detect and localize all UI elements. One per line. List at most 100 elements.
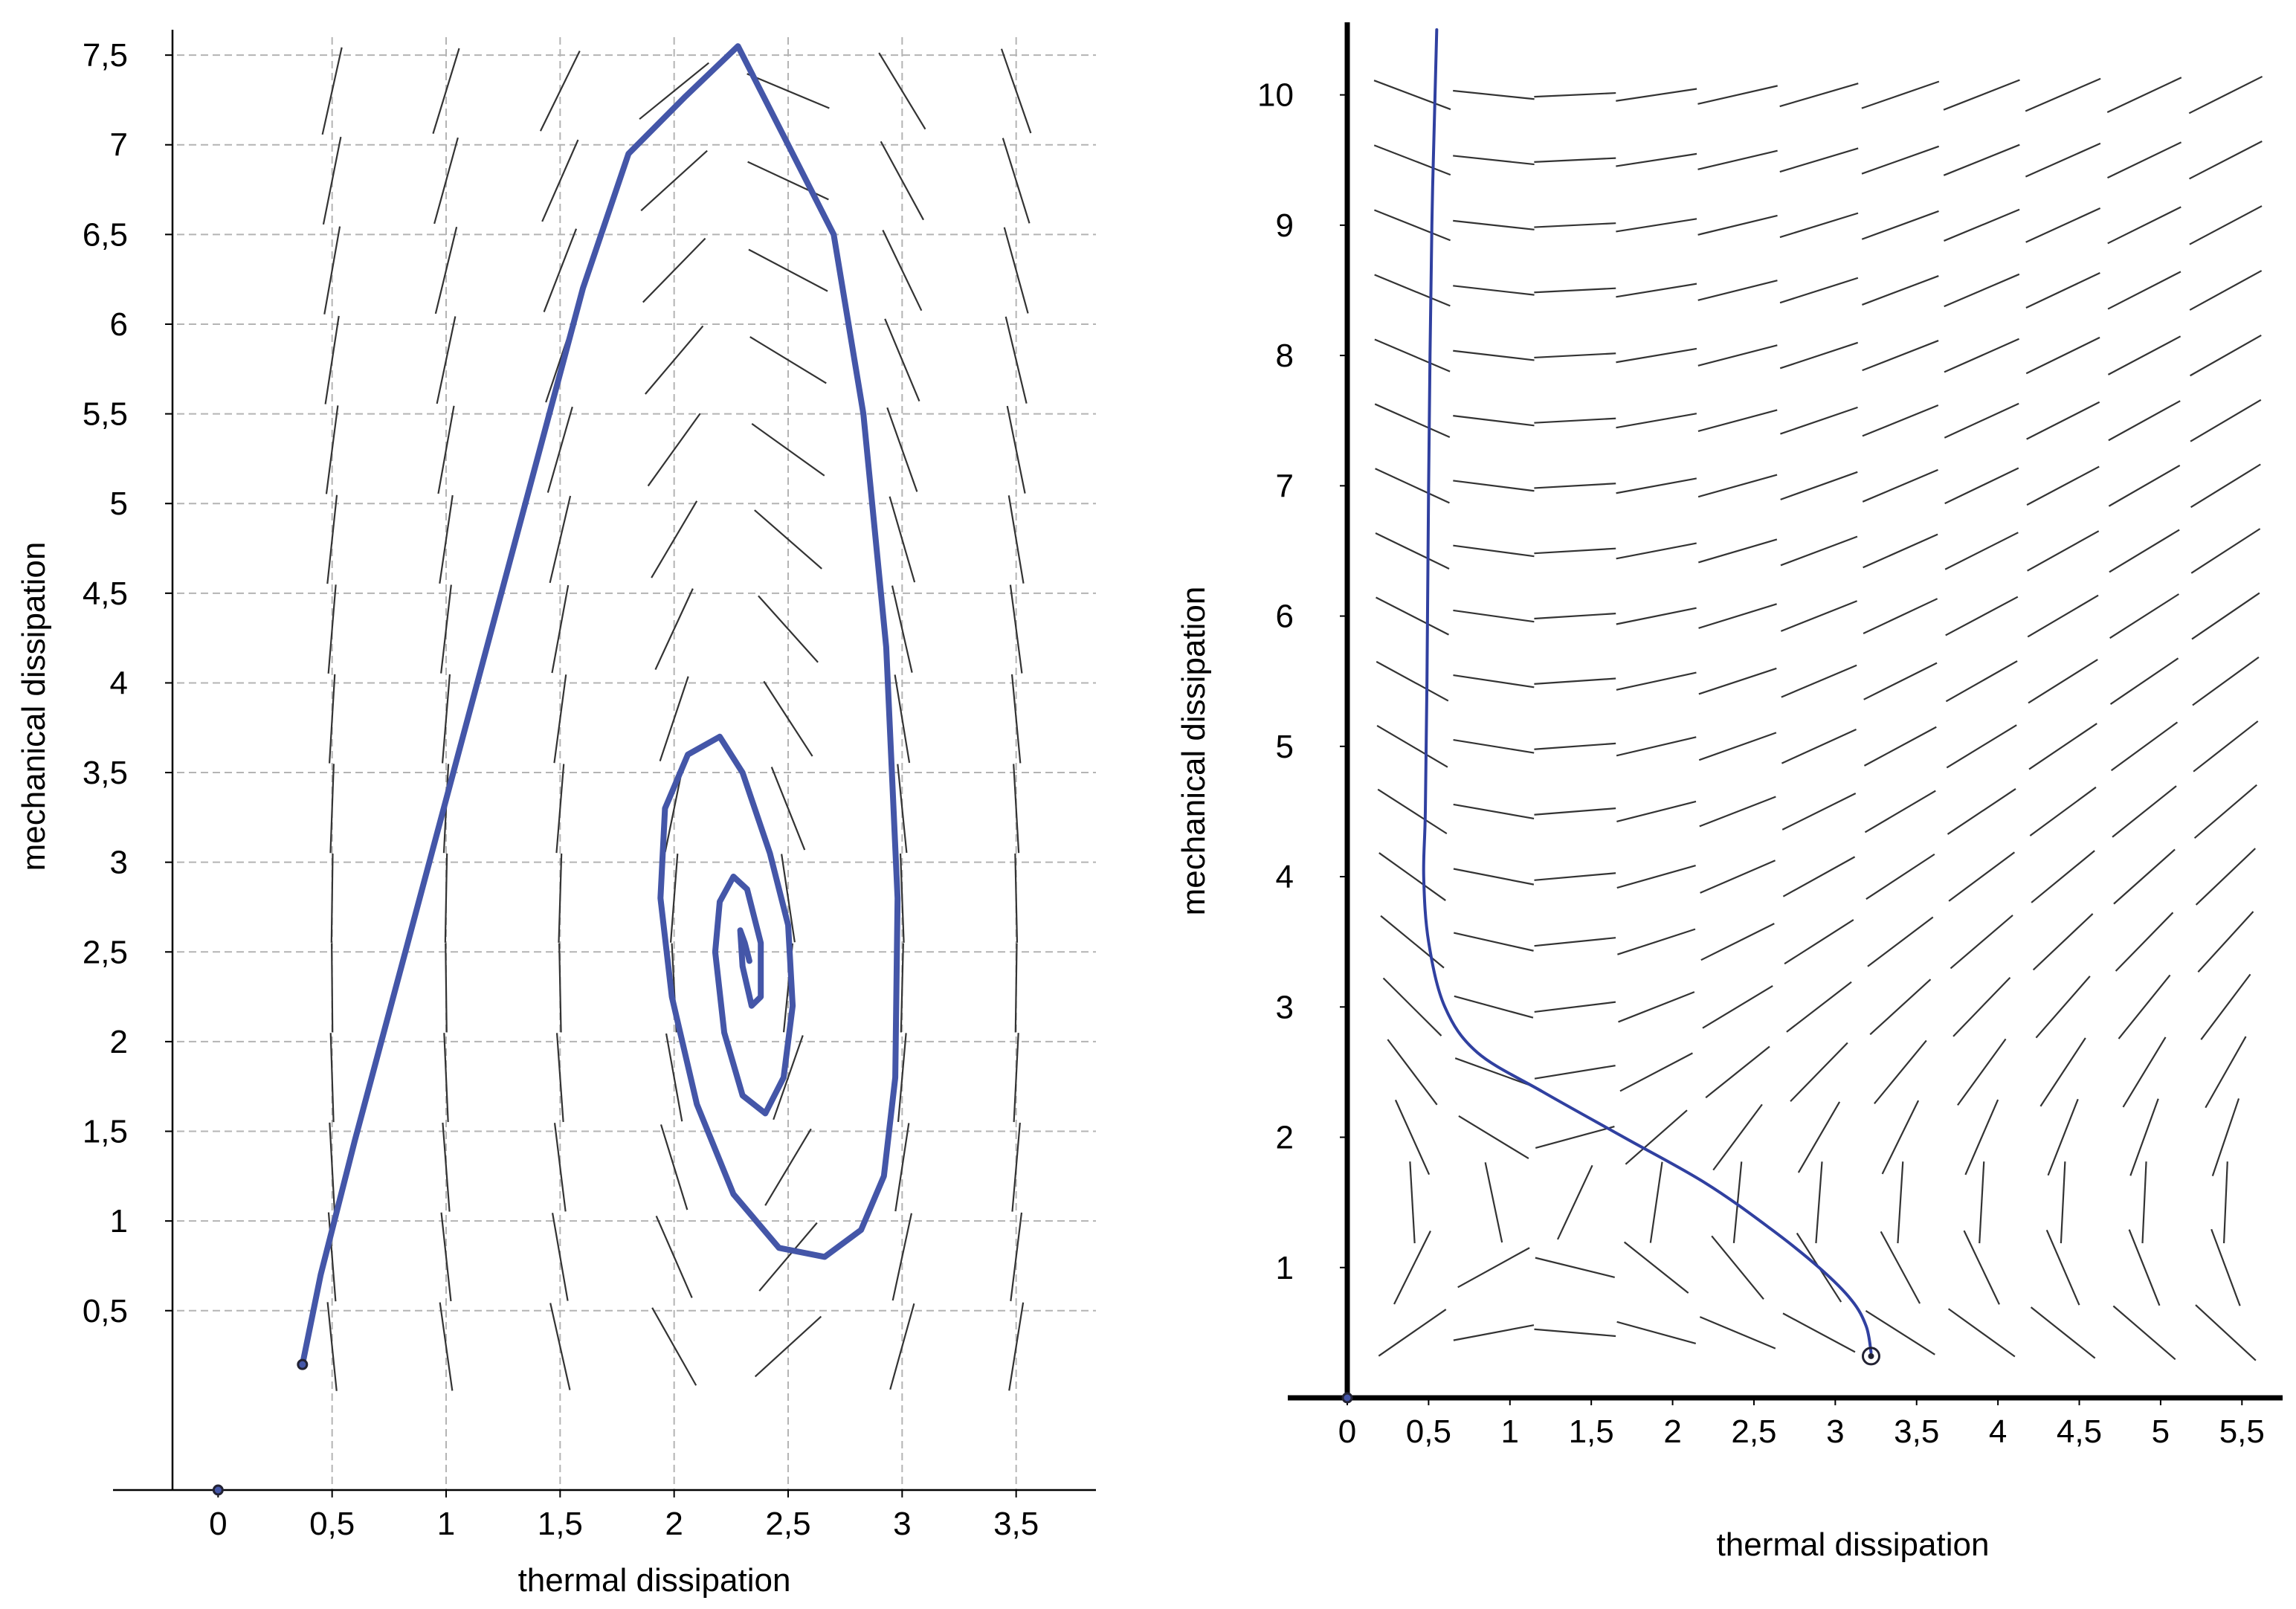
right-slope-mark bbox=[2108, 336, 2180, 375]
left-x-tick-label: 3 bbox=[893, 1506, 911, 1542]
left-slope-mark bbox=[442, 674, 450, 764]
right-slope-mark bbox=[1535, 1002, 1616, 1012]
right-slope-mark bbox=[1949, 852, 2014, 901]
right-slope-mark bbox=[1781, 665, 1857, 697]
right-slope-mark bbox=[2190, 141, 2263, 178]
left-slope-mark bbox=[550, 496, 570, 583]
right-slope-mark bbox=[1453, 480, 1534, 491]
left-y-tick-label: 3,5 bbox=[83, 755, 128, 791]
left-y-tick-label: 2 bbox=[110, 1024, 128, 1060]
right-slope-mark bbox=[1387, 1039, 1436, 1105]
right-slope-mark bbox=[1864, 663, 1937, 700]
right-x-tick-label: 1 bbox=[1501, 1413, 1519, 1450]
right-slope-mark bbox=[1453, 286, 1534, 294]
right-slope-mark bbox=[1790, 1043, 1848, 1102]
right-slope-mark bbox=[1698, 280, 1778, 300]
right-slope-mark bbox=[1883, 1100, 1918, 1174]
right-slope-mark bbox=[1616, 219, 1697, 231]
right-slope-mark bbox=[2196, 1305, 2256, 1361]
right-slope-mark bbox=[2143, 1161, 2147, 1243]
right-slope-mark bbox=[2040, 1038, 2085, 1106]
right-slope-mark bbox=[1781, 537, 1857, 566]
right-slope-mark bbox=[1863, 341, 1938, 370]
right-slope-mark bbox=[2191, 529, 2260, 573]
right-slope-mark bbox=[1699, 604, 1777, 628]
right-slope-mark bbox=[1958, 1039, 2006, 1105]
left-x-axis-label: thermal dissipation bbox=[518, 1562, 791, 1599]
right-slope-mark bbox=[1453, 91, 1534, 99]
right-tick-labels: 0 0,5 1 1,5 2 2,5 3 3,5 4 4,5 5 5,512345678910 bbox=[1257, 77, 2265, 1450]
right-slope-mark bbox=[2205, 1036, 2245, 1108]
right-slope-mark bbox=[2130, 1099, 2158, 1176]
left-slope-mark bbox=[445, 854, 447, 943]
right-slope-mark bbox=[1698, 410, 1777, 431]
right-slope-mark bbox=[1376, 468, 1450, 503]
right-slope-mark bbox=[1616, 154, 1697, 167]
right-slope-mark bbox=[2110, 594, 2179, 638]
right-slope-mark bbox=[1617, 1322, 1696, 1344]
right-slope-mark bbox=[1946, 661, 2017, 701]
right-slope-mark bbox=[1881, 1231, 1920, 1303]
right-slope-mark bbox=[1534, 679, 1616, 684]
right-slope-mark bbox=[1534, 613, 1616, 619]
right-x-tick-label: 2 bbox=[1663, 1413, 1681, 1450]
right-slope-mark bbox=[1454, 996, 1533, 1018]
left-y-axis-label: mechanical dissipation bbox=[16, 542, 52, 871]
left-slope-mark bbox=[901, 944, 903, 1033]
right-slope-mark bbox=[2198, 912, 2253, 972]
right-slope-mark bbox=[2107, 77, 2181, 112]
left-y-tick-label: 0,5 bbox=[83, 1293, 128, 1329]
right-slope-mark bbox=[1979, 1161, 1984, 1243]
right-trajectory-layer bbox=[1343, 30, 1879, 1402]
right-axes bbox=[1288, 22, 2283, 1398]
right-slope-mark bbox=[1780, 278, 1858, 303]
right-equilibrium-dot bbox=[1868, 1353, 1874, 1359]
right-slope-mark bbox=[1713, 1104, 1762, 1170]
right-y-tick-label: 2 bbox=[1276, 1120, 1294, 1156]
right-slope-mark bbox=[1964, 1231, 1999, 1304]
right-slope-mark bbox=[1619, 992, 1694, 1022]
right-slope-mark bbox=[1616, 284, 1697, 297]
left-slope-mark bbox=[1012, 674, 1020, 763]
right-slope-mark bbox=[2190, 271, 2261, 310]
right-slope-mark bbox=[1458, 1248, 1529, 1287]
right-slope-mark bbox=[1944, 80, 2019, 110]
left-y-tick-label: 1,5 bbox=[83, 1114, 128, 1150]
right-slope-mark bbox=[2192, 593, 2260, 639]
right-x-axis-label: thermal dissipation bbox=[1717, 1526, 1990, 1563]
left-y-tick-label: 4 bbox=[110, 665, 128, 701]
right-slope-mark bbox=[1698, 475, 1777, 497]
right-y-tick-label: 9 bbox=[1276, 207, 1294, 244]
right-slope-mark bbox=[1376, 662, 1448, 701]
right-slope-mark bbox=[1374, 145, 1451, 175]
left-y-tick-label: 5 bbox=[110, 486, 128, 522]
right-slope-mark bbox=[1534, 223, 1616, 227]
right-slope-mark bbox=[2027, 402, 2100, 439]
left-slope-mark bbox=[329, 674, 335, 764]
right-slope-mark bbox=[1953, 978, 2010, 1036]
phase-portrait-figure: 0 0,5 1 1,5 2 2,5 3 3,50,511,522,533,544,555,56… bbox=[0, 0, 2296, 1609]
left-y-tick-label: 7 bbox=[110, 127, 128, 164]
right-slope-mark bbox=[2190, 335, 2262, 375]
right-slope-mark bbox=[2109, 401, 2180, 440]
right-slope-mark bbox=[1868, 918, 1933, 967]
left-slope-mark bbox=[895, 674, 909, 762]
right-slope-mark bbox=[2196, 848, 2256, 905]
right-slope-mark bbox=[1534, 808, 1616, 815]
left-x-tick-label: 1,5 bbox=[538, 1506, 583, 1542]
right-slope-mark bbox=[1780, 213, 1858, 237]
right-slope-mark bbox=[2201, 974, 2250, 1039]
right-slope-mark bbox=[1781, 729, 1856, 764]
right-slope-mark bbox=[1781, 472, 1858, 500]
left-phase-portrait: 0 0,5 1 1,5 2 2,5 3 3,5 0,5 1 1,5 2 2,5 3 3,5 4 4,5 5 5,5 6… bbox=[16, 30, 1096, 1599]
right-slope-mark bbox=[1454, 1325, 1534, 1340]
right-slope-mark bbox=[1700, 797, 1776, 827]
left-slope-mark bbox=[445, 944, 447, 1033]
right-slope-mark bbox=[1780, 407, 1857, 434]
right-slope-mark bbox=[1799, 1102, 1839, 1173]
right-slope-mark bbox=[1698, 345, 1778, 365]
right-slope-mark bbox=[2034, 914, 2093, 970]
right-slope-mark bbox=[1787, 982, 1851, 1032]
right-x-tick-label: 4,5 bbox=[2057, 1413, 2102, 1450]
right-slope-mark bbox=[1944, 145, 2019, 175]
